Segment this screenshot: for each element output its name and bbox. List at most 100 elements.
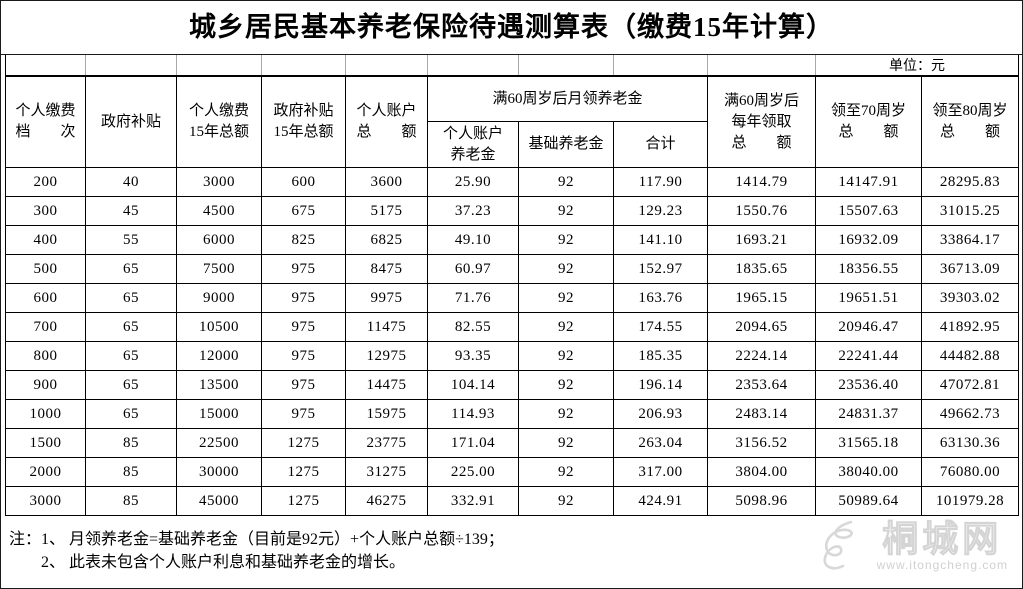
header-subsidy-total-15y: 政府补贴 15年总额 [261, 75, 346, 168]
table-cell: 92 [518, 457, 614, 487]
table-cell: 85 [85, 486, 177, 516]
table-cell: 424.91 [613, 486, 708, 516]
table-cell: 1414.79 [707, 167, 816, 197]
table-cell: 20946.47 [815, 312, 922, 342]
table-cell: 206.93 [613, 399, 708, 429]
table-cell: 3000 [176, 167, 262, 197]
table-row: 3000 85 45000 1275 46275 332.91 92 424.91 5098.9… [5, 486, 1019, 516]
table-cell: 31565.18 [815, 428, 922, 458]
table-cell: 15975 [345, 399, 428, 429]
table-cell: 65 [85, 399, 177, 429]
table-cell: 33864.17 [921, 225, 1019, 255]
header-monthly-group: 满60周岁后月领养老金 [427, 75, 708, 122]
table-cell: 92 [518, 428, 614, 458]
table-cell: 200 [5, 167, 86, 197]
unit-spacer [261, 55, 346, 77]
table-cell: 65 [85, 312, 177, 342]
table-cell: 174.55 [613, 312, 708, 342]
table-cell: 825 [261, 225, 346, 255]
table-cell: 975 [261, 312, 346, 342]
table-cell: 5098.96 [707, 486, 816, 516]
table-cell: 92 [518, 399, 614, 429]
tongcheng-logo-icon [823, 520, 853, 570]
table-row: 300 45 4500 675 5175 37.23 92 129.23 1550.76 1550… [5, 196, 1019, 226]
table-cell: 16932.09 [815, 225, 922, 255]
table-cell: 23775 [345, 428, 428, 458]
table-cell: 92 [518, 167, 614, 197]
header-gov-subsidy: 政府补贴 [85, 75, 177, 168]
unit-spacer [613, 55, 708, 77]
table-row: 600 65 9000 975 9975 71.76 92 163.76 1965.15 1965… [5, 283, 1019, 313]
table-cell: 71.76 [427, 283, 519, 313]
table-cell: 1500 [5, 428, 86, 458]
table-cell: 141.10 [613, 225, 708, 255]
table-cell: 2000 [5, 457, 86, 487]
table-cell: 65 [85, 283, 177, 313]
table-cell: 15507.63 [815, 196, 922, 226]
table-cell: 800 [5, 341, 86, 371]
table-cell: 18356.55 [815, 254, 922, 284]
table-cell: 23536.40 [815, 370, 922, 400]
table-row: 800 65 12000 975 12975 93.35 92 185.35 2224.14 22… [5, 341, 1019, 371]
table-cell: 6000 [176, 225, 262, 255]
table-cell: 129.23 [613, 196, 708, 226]
unit-spacer [176, 55, 262, 77]
table-cell: 65 [85, 254, 177, 284]
table-cell: 975 [261, 283, 346, 313]
table-cell: 185.35 [613, 341, 708, 371]
table-cell: 13500 [176, 370, 262, 400]
header-row-top: 个人缴费 档 次 政府补贴 个人缴费 15年总额 政府补贴 15年总额 个人账户… [5, 75, 1019, 168]
table-cell: 31275 [345, 457, 428, 487]
header-yearly-total: 满60周岁后 每年领取 总 额 [707, 75, 816, 168]
table-cell: 700 [5, 312, 86, 342]
table-cell: 38040.00 [815, 457, 922, 487]
table-cell: 76080.00 [921, 457, 1019, 487]
table-cell: 300 [5, 196, 86, 226]
table-cell: 900 [5, 370, 86, 400]
table-cell: 44482.88 [921, 341, 1019, 371]
table-cell: 975 [261, 341, 346, 371]
table-cell: 975 [261, 399, 346, 429]
table-cell: 92 [518, 283, 614, 313]
table-cell: 92 [518, 254, 614, 284]
unit-spacer [427, 55, 519, 77]
table-cell: 2353.64 [707, 370, 816, 400]
table-cell: 92 [518, 341, 614, 371]
header-row-sub: 个人账户 养老金 基础养老金 合计 [6, 121, 1019, 168]
table-cell: 9000 [176, 283, 262, 313]
table-cell: 50989.64 [815, 486, 922, 516]
table-cell: 2483.14 [707, 399, 816, 429]
table-cell: 31015.25 [921, 196, 1019, 226]
table-cell: 4500 [176, 196, 262, 226]
table-cell: 114.93 [427, 399, 519, 429]
table-cell: 1275 [261, 428, 346, 458]
table-cell: 1275 [261, 457, 346, 487]
table-row: 2000 85 30000 1275 31275 225.00 92 317.00 3804.0… [5, 457, 1019, 487]
table-cell: 49662.73 [921, 399, 1019, 429]
footnotes: 注： 1、 月领养老金=基础养老金（目前是92元）+个人账户总额÷139； 2、… [1, 516, 1022, 574]
watermark-text: 桐城网 www.itongcheng.com [877, 520, 1008, 573]
table-cell: 2094.65 [707, 312, 816, 342]
table-cell: 22500 [176, 428, 262, 458]
table-cell: 39303.02 [921, 283, 1019, 313]
table-cell: 500 [5, 254, 86, 284]
table-cell: 60.97 [427, 254, 519, 284]
table-cell: 317.00 [613, 457, 708, 487]
table-cell: 36713.09 [921, 254, 1019, 284]
table-cell: 975 [261, 254, 346, 284]
table-cell: 1965.15 [707, 283, 816, 313]
unit-spacer [345, 55, 428, 77]
header-monthly-sum: 合计 [613, 121, 708, 168]
table-cell: 12000 [176, 341, 262, 371]
table-cell: 675 [261, 196, 346, 226]
table-cell: 117.90 [613, 167, 708, 197]
header-monthly-base: 基础养老金 [518, 121, 614, 168]
table-cell: 11475 [345, 312, 428, 342]
table-cell: 45 [85, 196, 177, 226]
table-cell: 152.97 [613, 254, 708, 284]
table-cell: 975 [261, 370, 346, 400]
table-cell: 93.35 [427, 341, 519, 371]
header-to-80-total: 领至80周岁 总 额 [921, 75, 1019, 168]
table-cell: 6825 [345, 225, 428, 255]
header-monthly-account: 个人账户 养老金 [427, 121, 519, 168]
